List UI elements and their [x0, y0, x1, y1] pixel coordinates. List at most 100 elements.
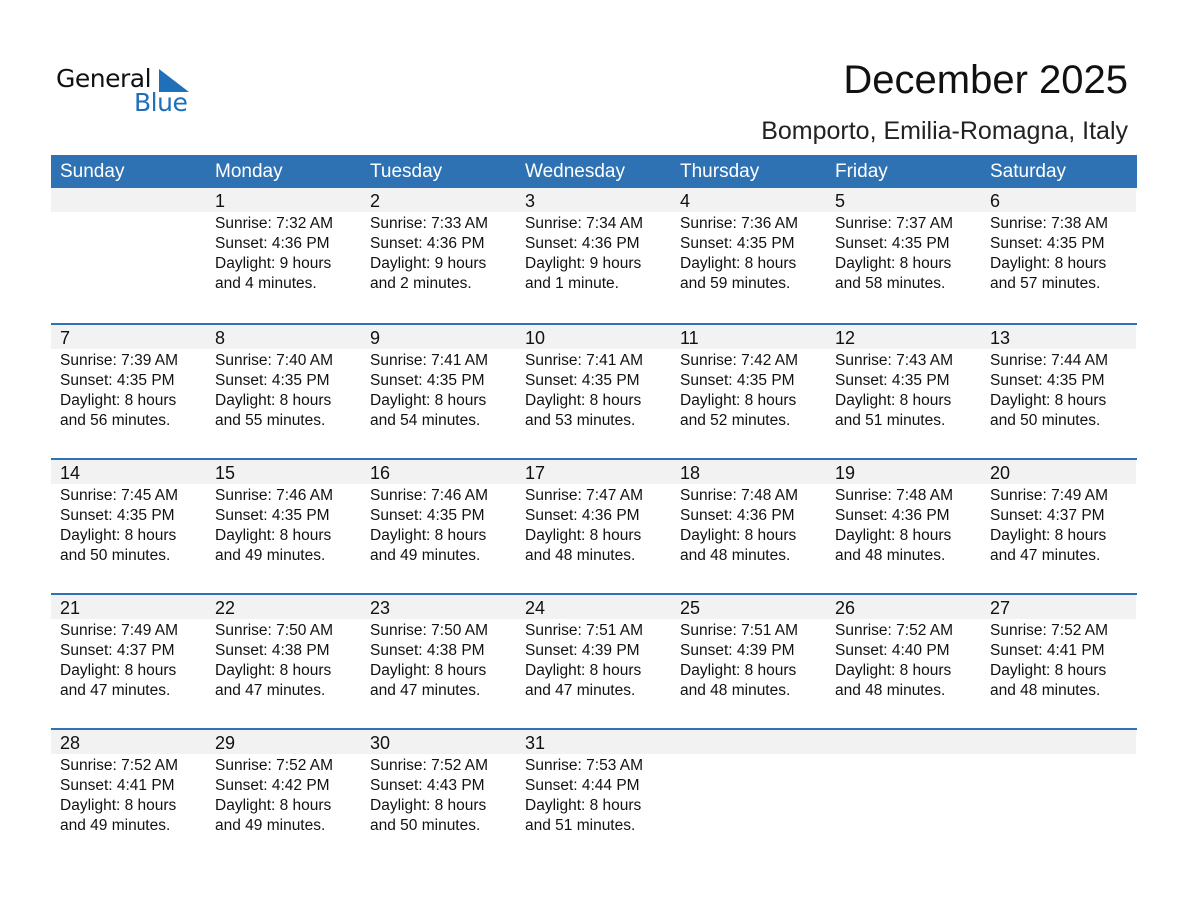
logo-general-text: General: [56, 64, 152, 93]
sunset-text: Sunset: 4:35 PM: [215, 372, 330, 389]
minutes-text: and 2 minutes.: [370, 275, 472, 292]
sunset-text: Sunset: 4:35 PM: [680, 372, 795, 389]
weekday-sunday: Sunday: [60, 161, 125, 182]
day-number: 11: [671, 325, 826, 349]
minutes-text: and 52 minutes.: [680, 412, 791, 429]
daylight-text: Daylight: 8 hours: [525, 392, 642, 409]
sunset-text: Sunset: 4:35 PM: [525, 372, 640, 389]
minutes-text: and 58 minutes.: [835, 275, 946, 292]
daylight-text: Daylight: 8 hours: [525, 797, 642, 814]
sunset-text: Sunset: 4:38 PM: [370, 642, 485, 659]
week-row: 7 Sunrise: 7:39 AM Sunset: 4:35 PM Daylight…: [51, 323, 1137, 458]
day-number: 5: [826, 188, 981, 212]
day-number: 10: [516, 325, 671, 349]
day-number: 20: [981, 460, 1136, 484]
sunset-text: Sunset: 4:35 PM: [680, 235, 795, 252]
day-cell: 21 Sunrise: 7:49 AM Sunset: 4:37 PM Dayligh…: [51, 595, 206, 728]
day-number: [981, 730, 1136, 754]
day-cell: 2 Sunrise: 7:33 AM Sunset: 4:36 PM Daylight…: [361, 188, 516, 323]
day-number: 16: [361, 460, 516, 484]
minutes-text: and 51 minutes.: [525, 817, 636, 834]
sunset-text: Sunset: 4:35 PM: [370, 507, 485, 524]
sunrise-text: Sunrise: 7:52 AM: [215, 757, 334, 774]
page-title: December 2025: [843, 58, 1128, 102]
daylight-text: Daylight: 8 hours: [835, 255, 952, 272]
sunset-text: Sunset: 4:36 PM: [835, 507, 950, 524]
minutes-text: and 1 minute.: [525, 275, 619, 292]
day-number: 31: [516, 730, 671, 754]
daylight-text: Daylight: 8 hours: [990, 527, 1107, 544]
day-number: 25: [671, 595, 826, 619]
day-cell: 11 Sunrise: 7:42 AM Sunset: 4:35 PM Dayligh…: [671, 325, 826, 458]
sunrise-text: Sunrise: 7:46 AM: [370, 487, 489, 504]
daylight-text: Daylight: 8 hours: [680, 662, 797, 679]
day-cell: 8 Sunrise: 7:40 AM Sunset: 4:35 PM Daylight…: [206, 325, 361, 458]
weekday-wednesday: Wednesday: [525, 161, 625, 182]
day-number: 14: [51, 460, 206, 484]
daylight-text: Daylight: 8 hours: [990, 662, 1107, 679]
sunrise-text: Sunrise: 7:51 AM: [680, 622, 799, 639]
sunset-text: Sunset: 4:35 PM: [215, 507, 330, 524]
day-cell: 30 Sunrise: 7:52 AM Sunset: 4:43 PM Dayligh…: [361, 730, 516, 863]
daylight-text: Daylight: 8 hours: [370, 797, 487, 814]
sunrise-text: Sunrise: 7:50 AM: [215, 622, 334, 639]
sunset-text: Sunset: 4:36 PM: [680, 507, 795, 524]
day-number: 3: [516, 188, 671, 212]
minutes-text: and 49 minutes.: [215, 817, 326, 834]
day-number: 21: [51, 595, 206, 619]
minutes-text: and 51 minutes.: [835, 412, 946, 429]
sunset-text: Sunset: 4:42 PM: [215, 777, 330, 794]
daylight-text: Daylight: 8 hours: [215, 392, 332, 409]
day-number: [826, 730, 981, 754]
daylight-text: Daylight: 8 hours: [990, 392, 1107, 409]
sunrise-text: Sunrise: 7:48 AM: [835, 487, 954, 504]
sunrise-text: Sunrise: 7:32 AM: [215, 215, 334, 232]
day-cell: 19 Sunrise: 7:48 AM Sunset: 4:36 PM Dayligh…: [826, 460, 981, 593]
sunrise-text: Sunrise: 7:41 AM: [525, 352, 644, 369]
daylight-text: Daylight: 8 hours: [370, 662, 487, 679]
daylight-text: Daylight: 8 hours: [680, 392, 797, 409]
sunrise-text: Sunrise: 7:53 AM: [525, 757, 644, 774]
day-number: 30: [361, 730, 516, 754]
sunset-text: Sunset: 4:44 PM: [525, 777, 640, 794]
sunrise-text: Sunrise: 7:41 AM: [370, 352, 489, 369]
sunrise-text: Sunrise: 7:36 AM: [680, 215, 799, 232]
day-number: 29: [206, 730, 361, 754]
day-number: 6: [981, 188, 1136, 212]
day-number: 26: [826, 595, 981, 619]
sunrise-text: Sunrise: 7:52 AM: [835, 622, 954, 639]
day-number: 22: [206, 595, 361, 619]
weekday-tuesday: Tuesday: [370, 161, 443, 182]
daylight-text: Daylight: 8 hours: [60, 392, 177, 409]
minutes-text: and 4 minutes.: [215, 275, 317, 292]
logo-blue-text: Blue: [134, 88, 188, 117]
day-number: 15: [206, 460, 361, 484]
day-cell: 7 Sunrise: 7:39 AM Sunset: 4:35 PM Daylight…: [51, 325, 206, 458]
sunrise-text: Sunrise: 7:43 AM: [835, 352, 954, 369]
day-number: 18: [671, 460, 826, 484]
daylight-text: Daylight: 8 hours: [835, 527, 952, 544]
minutes-text: and 53 minutes.: [525, 412, 636, 429]
minutes-text: and 48 minutes.: [680, 682, 791, 699]
day-cell: 14 Sunrise: 7:45 AM Sunset: 4:35 PM Dayligh…: [51, 460, 206, 593]
sunrise-text: Sunrise: 7:37 AM: [835, 215, 954, 232]
day-number: 1: [206, 188, 361, 212]
day-number: 4: [671, 188, 826, 212]
day-cell: 31 Sunrise: 7:53 AM Sunset: 4:44 PM Dayligh…: [516, 730, 671, 863]
day-cell: 22 Sunrise: 7:50 AM Sunset: 4:38 PM Dayligh…: [206, 595, 361, 728]
daylight-text: Daylight: 9 hours: [525, 255, 642, 272]
day-number: 19: [826, 460, 981, 484]
day-cell: 16 Sunrise: 7:46 AM Sunset: 4:35 PM Dayligh…: [361, 460, 516, 593]
day-number: 13: [981, 325, 1136, 349]
day-number: 2: [361, 188, 516, 212]
day-number: 7: [51, 325, 206, 349]
sunrise-text: Sunrise: 7:38 AM: [990, 215, 1109, 232]
minutes-text: and 55 minutes.: [215, 412, 326, 429]
day-cell: 1 Sunrise: 7:32 AM Sunset: 4:36 PM Daylight…: [206, 188, 361, 323]
day-cell: 24 Sunrise: 7:51 AM Sunset: 4:39 PM Dayligh…: [516, 595, 671, 728]
daylight-text: Daylight: 8 hours: [60, 527, 177, 544]
sunset-text: Sunset: 4:37 PM: [60, 642, 175, 659]
sunset-text: Sunset: 4:36 PM: [525, 235, 640, 252]
sunrise-text: Sunrise: 7:52 AM: [990, 622, 1109, 639]
